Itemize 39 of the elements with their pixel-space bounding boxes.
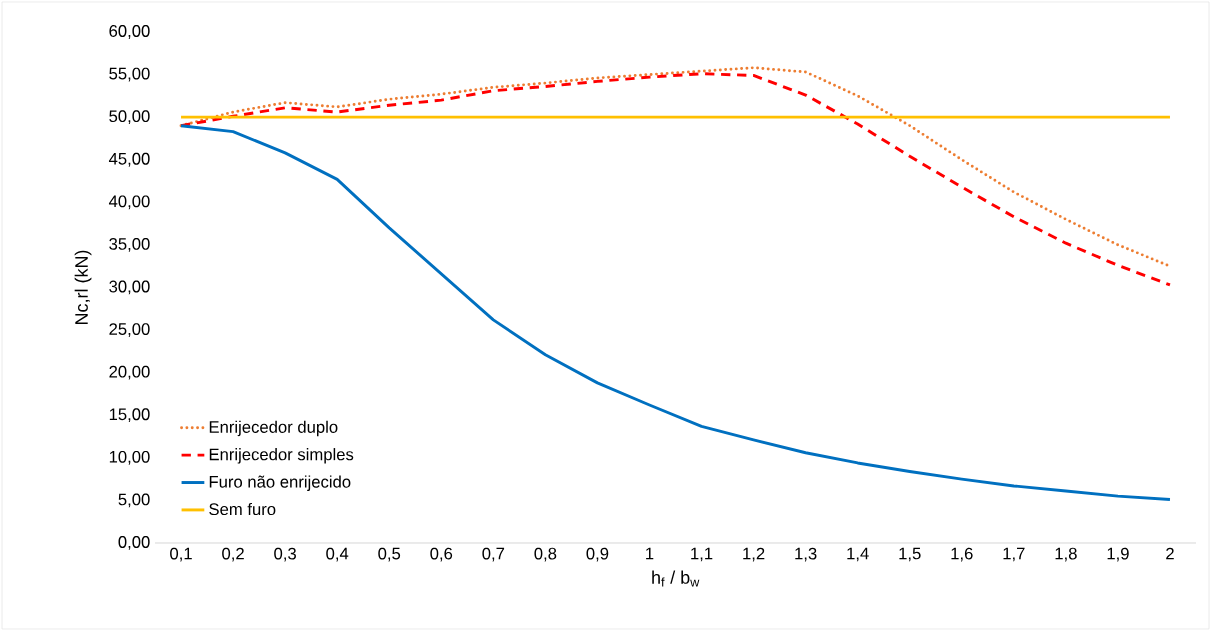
y-axis-title: Nc,rl (kN) xyxy=(74,250,92,324)
x-tick-label: 1,9 xyxy=(1107,547,1129,562)
y-tick-label: 40,00 xyxy=(108,195,150,210)
x-tick-label: 0,6 xyxy=(430,547,453,562)
x-tick-label: 1,1 xyxy=(691,547,713,562)
x-tick-label: 0,8 xyxy=(534,547,557,562)
y-tick-label: 45,00 xyxy=(108,152,150,167)
x-tick-label: 0,7 xyxy=(482,547,505,562)
y-tick-label: 50,00 xyxy=(109,110,150,125)
x-tick-label: 0,1 xyxy=(170,547,192,562)
legend-label: Furo não enrijecido xyxy=(209,475,351,492)
y-tick-label: 60,00 xyxy=(109,25,150,39)
x-axis-title: h$_{f}$ / b$_{w}$ xyxy=(652,570,700,587)
y-tick-label: 25,00 xyxy=(109,323,150,337)
legend-label: Enrijecedor duplo xyxy=(209,420,338,437)
y-tick-label: 15,00 xyxy=(109,408,150,423)
x-tick-label: 1,5 xyxy=(899,547,921,562)
legend-label: Sem furo xyxy=(209,502,276,516)
y-tick-label: 30,00 xyxy=(109,280,150,295)
x-tick-label: 1,2 xyxy=(743,547,765,562)
x-tick-label: 0,3 xyxy=(274,547,296,562)
x-tick-label: 1,3 xyxy=(795,547,817,562)
y-tick-label: 10,00 xyxy=(109,450,150,465)
x-tick-label: 1,8 xyxy=(1055,547,1077,562)
x-tick-label: 1,7 xyxy=(1003,547,1025,562)
x-tick-label: 0,9 xyxy=(586,547,609,562)
x-tick-label: 1,6 xyxy=(951,547,973,562)
y-tick-label: 55,00 xyxy=(109,67,150,82)
y-tick-label: 20,00 xyxy=(109,365,150,380)
y-tick-label: 5,00 xyxy=(118,493,150,508)
x-tick-label: 1 xyxy=(646,547,654,560)
x-tick-label: 0,5 xyxy=(378,547,401,562)
x-tick-label: 0,4 xyxy=(326,547,349,562)
y-tick-label: 0,00 xyxy=(118,536,150,550)
legend-label: Enrijecedor simples xyxy=(209,448,354,464)
x-tick-label: 2 xyxy=(1166,547,1174,560)
y-tick-label: 35,00 xyxy=(109,238,150,252)
x-tick-label: 1,4 xyxy=(847,547,869,562)
x-tick-label: 0,2 xyxy=(222,547,244,562)
